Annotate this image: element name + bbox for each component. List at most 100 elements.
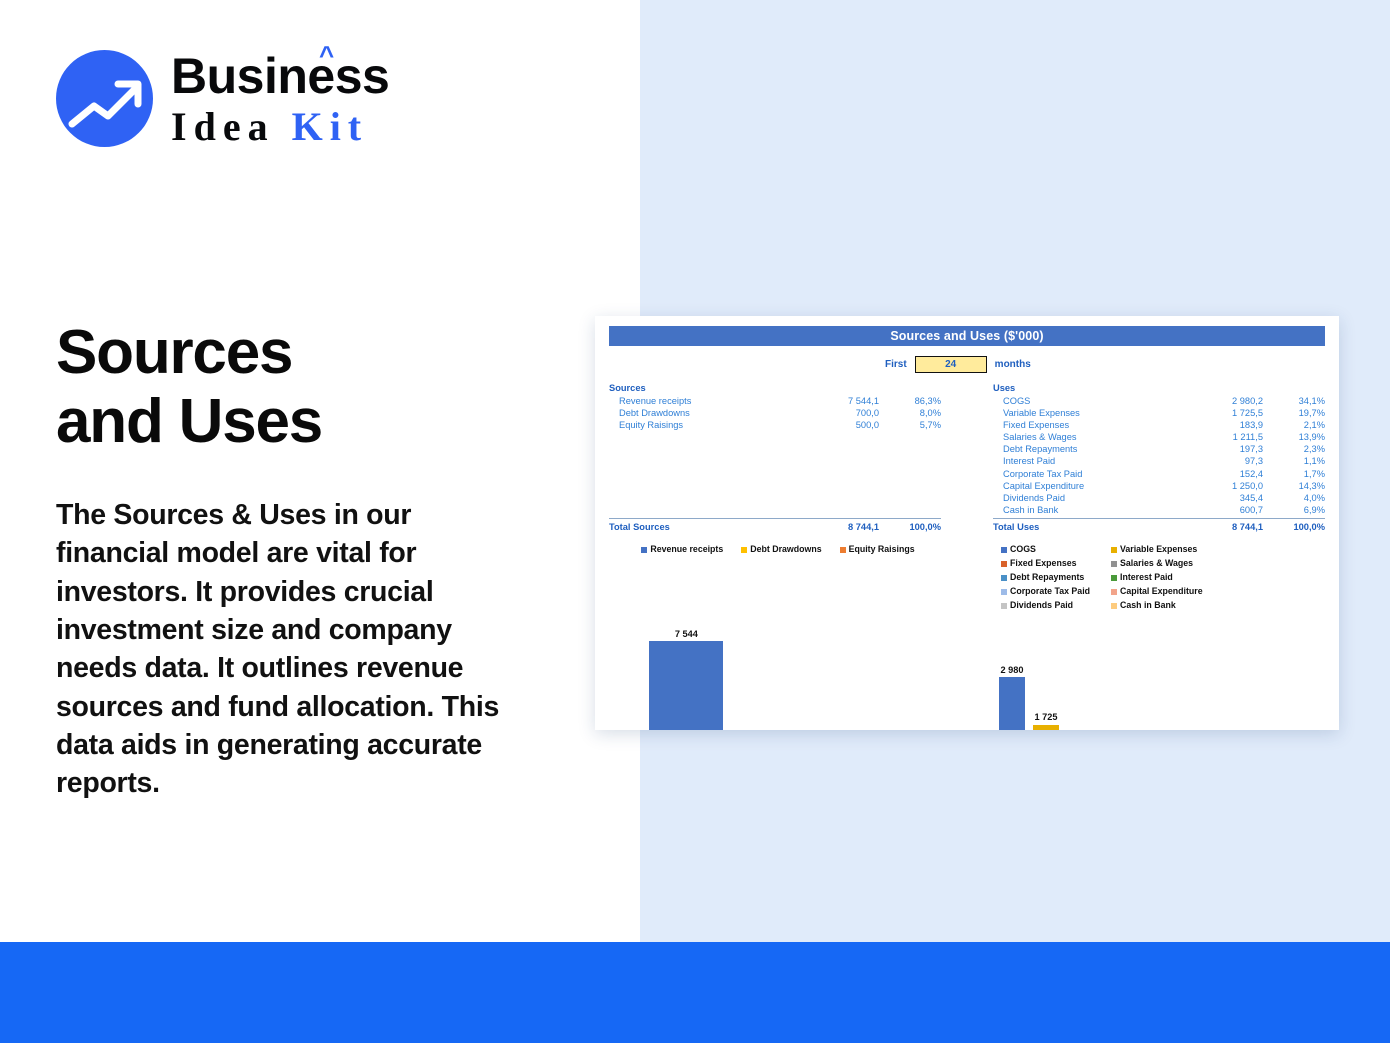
uses-legend-label: Debt Repayments (1010, 572, 1085, 583)
sources-row-pct: 8,0% (919, 407, 941, 418)
sources-legend-item[interactable]: Equity Raisings (839, 543, 915, 556)
sources-bar[interactable] (649, 641, 724, 730)
sources-table-header: Sources (609, 383, 646, 393)
brand-name-primary: Business ^ (171, 42, 390, 101)
sources-empty-row (609, 431, 941, 443)
sources-bar-group: 7 544 (649, 619, 724, 730)
uses-legend-label: Salaries & Wages (1120, 558, 1194, 569)
uses-legend-label: Fixed Expenses (1010, 558, 1077, 569)
uses-row-pct: 34,1% (1298, 395, 1325, 406)
uses-bar-value-label: 1 725 (1034, 712, 1058, 723)
period-suffix-label: months (994, 358, 1031, 370)
uses-row-amount: 345,4 (1239, 493, 1263, 503)
uses-row-amount: 1 250,0 (1231, 480, 1263, 491)
uses-bar-group: 1 250 (1237, 619, 1263, 731)
uses-bar[interactable] (1033, 724, 1059, 730)
uses-legend-swatch-icon (1001, 560, 1007, 567)
sources-bar-value-label: 7 544 (674, 628, 698, 639)
uses-legend-item[interactable]: Corporate Tax Paid (1001, 585, 1111, 598)
spreadsheet-preview-card[interactable]: Sources and Uses ($'000) First 24 months… (595, 316, 1339, 730)
uses-row: COGS 2 980,2 34,1% (993, 395, 1325, 407)
sources-total-pct: 100,0% (909, 522, 941, 533)
page-description: The Sources & Uses in our financial mode… (56, 499, 499, 800)
uses-row: Debt Repayments 197,3 2,3% (993, 443, 1325, 455)
uses-total-amount: 8 744,1 (1231, 522, 1263, 533)
spreadsheet-title-bar: Sources and Uses ($'000) (609, 326, 1325, 346)
uses-row-name: Fixed Expenses (1003, 419, 1070, 430)
uses-bar-group: 601 (1305, 619, 1331, 730)
uses-legend-swatch-icon (1111, 588, 1117, 595)
sources-legend-label: Revenue receipts (650, 544, 724, 555)
sources-legend-swatch-icon (839, 546, 846, 553)
sources-row-name: Debt Drawdowns (619, 407, 690, 418)
sources-bar-chart: 7 544700500 (609, 619, 941, 730)
uses-row-name: Cash in Bank (1003, 505, 1059, 516)
uses-rows: COGS 2 980,2 34,1% Variable Expenses 1 725,5… (993, 395, 1325, 517)
uses-bar-group: 97 (1169, 619, 1195, 730)
sources-row-amount: 7 544,1 (847, 395, 879, 406)
uses-row-amount: 183,9 (1239, 419, 1263, 430)
uses-row: Dividends Paid 345,4 4,0% (993, 492, 1325, 504)
sources-row-name: Revenue receipts (619, 395, 692, 406)
uses-legend-item[interactable]: Cash in Bank (1111, 599, 1221, 612)
sources-empty-row (609, 443, 941, 455)
uses-legend-item[interactable]: COGS (1001, 543, 1111, 556)
uses-legend-swatch-icon (1111, 546, 1117, 553)
uses-row: Interest Paid 97,3 1,1% (993, 455, 1325, 467)
uses-bar-value-label: 2 980 (1000, 664, 1024, 675)
uses-legend-item[interactable]: Variable Expenses (1111, 543, 1221, 556)
uses-legend-swatch-icon (1001, 574, 1007, 581)
uses-total-label: Total Uses (993, 522, 1040, 533)
uses-table: Uses COGS 2 980,2 34,1% Variable Expenses 1 … (993, 383, 1325, 534)
sources-row: Equity Raisings 500,0 5,7% (609, 419, 941, 431)
page-title-line-2: and Uses (56, 387, 323, 457)
uses-row-pct: 6,9% (1303, 505, 1325, 516)
uses-legend-item[interactable]: Dividends Paid (1001, 599, 1111, 612)
sources-row-name: Equity Raisings (619, 419, 684, 430)
uses-legend-label: Interest Paid (1120, 572, 1173, 583)
uses-table-header: Uses (993, 383, 1016, 393)
uses-row-pct: 1,7% (1303, 468, 1325, 479)
brand-name-kit: Kit (291, 103, 369, 149)
sources-legend-swatch-icon (741, 546, 748, 553)
sources-empty-row (609, 492, 941, 504)
uses-legend-swatch-icon (1001, 546, 1007, 553)
uses-row-amount: 152,4 (1239, 468, 1263, 479)
uses-bar[interactable] (999, 677, 1025, 730)
uses-row: Capital Expenditure 1 250,0 14,3% (993, 480, 1325, 492)
sources-row-amount: 500,0 (855, 419, 879, 430)
uses-legend-item[interactable]: Debt Repayments (1001, 571, 1111, 584)
uses-legend-item[interactable]: Salaries & Wages (1111, 557, 1221, 570)
uses-bar-group: 184 (1067, 619, 1093, 730)
brand-name-secondary: Idea Kit (171, 103, 389, 149)
uses-row-name: COGS (1003, 395, 1031, 406)
uses-bar-group: 345 (1271, 619, 1297, 730)
sources-empty-row (609, 480, 941, 492)
sources-legend-item[interactable]: Debt Drawdowns (741, 543, 822, 556)
uses-legend-item[interactable]: Interest Paid (1111, 571, 1221, 584)
sources-row-pct: 5,7% (919, 419, 941, 430)
sources-legend-item[interactable]: Revenue receipts (641, 543, 723, 556)
uses-row-amount: 97,3 (1244, 456, 1263, 467)
sources-row-pct: 86,3% (914, 395, 941, 406)
uses-bar-group: 197 (1135, 619, 1161, 730)
uses-row-name: Dividends Paid (1003, 493, 1066, 503)
months-input[interactable]: 24 (914, 355, 987, 373)
sources-table: Sources Revenue receipts 7 544,1 86,3% Debt… (609, 383, 941, 534)
uses-legend-swatch-icon (1001, 588, 1007, 595)
uses-row-pct: 2,3% (1303, 444, 1325, 455)
sources-total-row: Total Sources 8 744,1 100,0% (609, 518, 941, 534)
uses-row-amount: 600,7 (1239, 505, 1263, 516)
uses-legend-item[interactable]: Capital Expenditure (1111, 585, 1221, 598)
bottom-accent-bar (0, 942, 1390, 1043)
uses-legend-item[interactable]: Fixed Expenses (1001, 557, 1111, 570)
uses-legend-swatch-icon (1111, 574, 1117, 581)
sources-chart-legend: Revenue receipts Debt Drawdowns Equity Rai… (609, 543, 949, 613)
uses-row-pct: 2,1% (1303, 419, 1325, 430)
uses-total-row: Total Uses 8 744,1 100,0% (993, 518, 1325, 534)
uses-legend-label: Corporate Tax Paid (1010, 586, 1091, 597)
uses-legend-label: COGS (1010, 544, 1036, 555)
uses-row: Cash in Bank 600,7 6,9% (993, 504, 1325, 516)
